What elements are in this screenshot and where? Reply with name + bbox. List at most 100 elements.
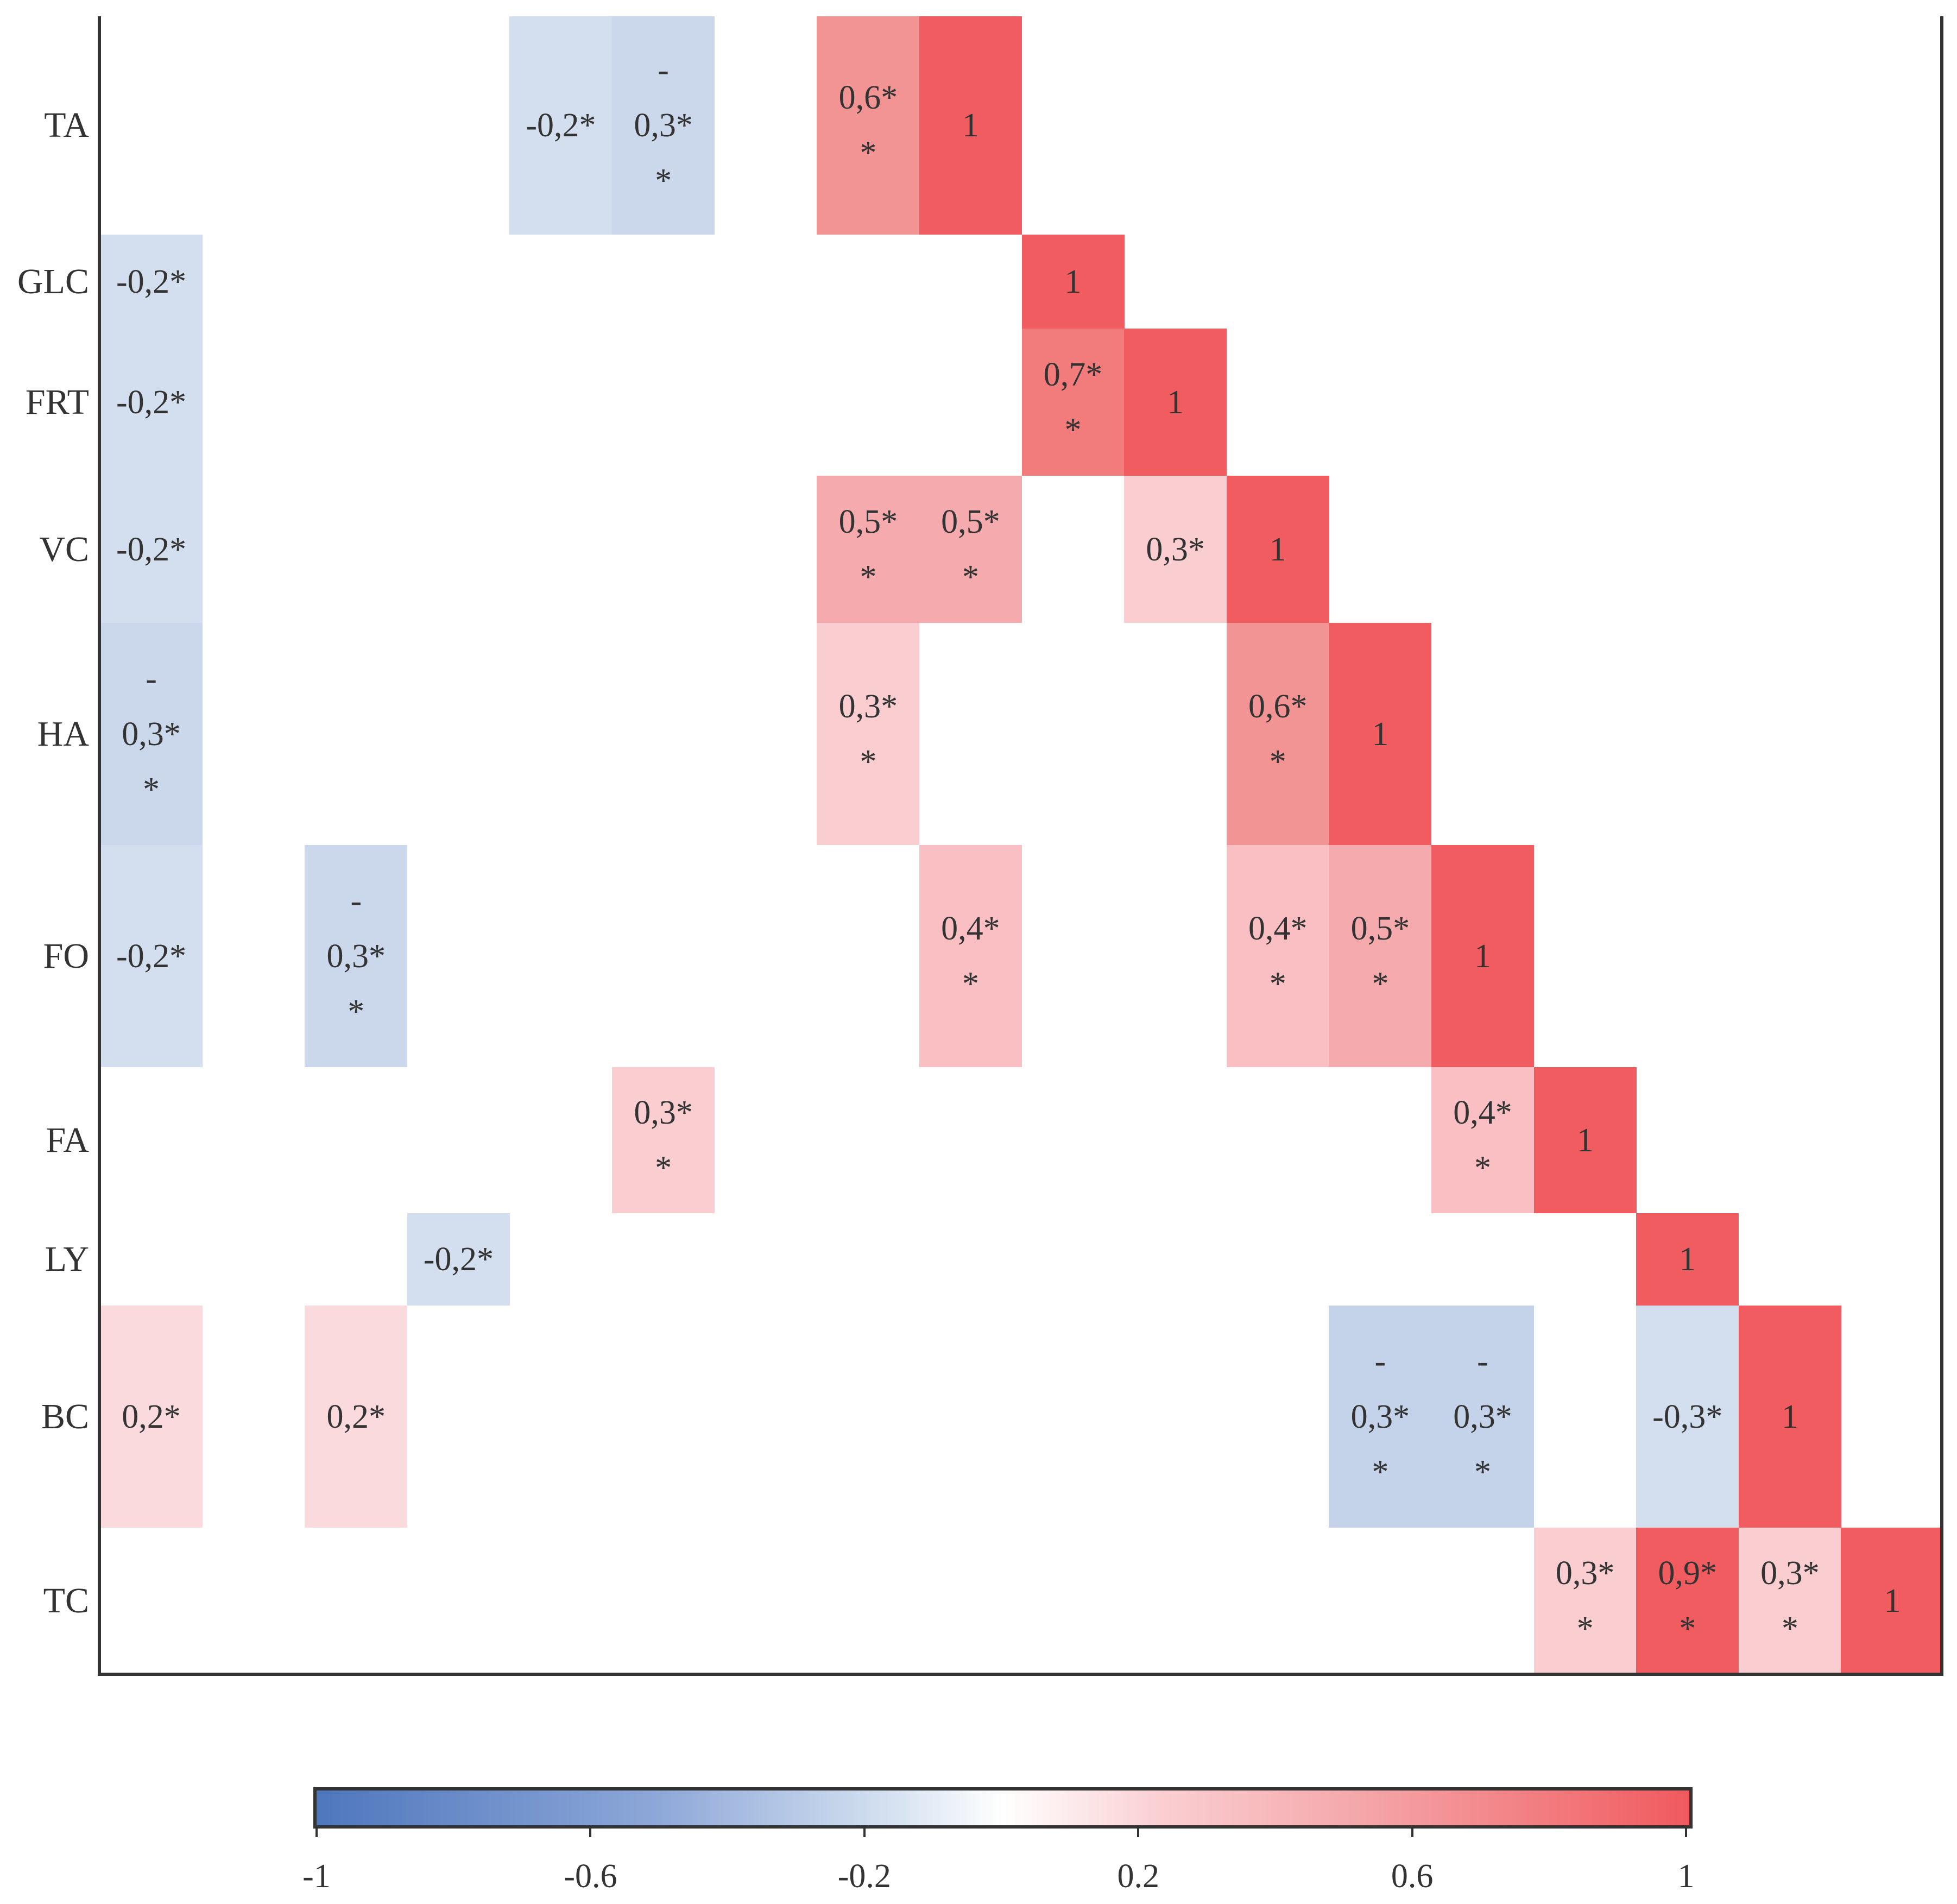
cell-value-text: 0,4* (941, 910, 1000, 947)
heatmap-cell: 0,6* * (1226, 623, 1329, 845)
cell-value-text: * (1474, 1149, 1491, 1187)
cell-value-text: 0,4* (1453, 1094, 1512, 1131)
cell-value-text: * (655, 162, 672, 199)
heatmap-cell: -0,3* (1636, 1306, 1739, 1528)
cell-value-text: 0,3* (1555, 1555, 1615, 1592)
colorbar (313, 1787, 1693, 1829)
cell-value-text: * (962, 965, 979, 1003)
heatmap-cell: 0,4* * (1226, 845, 1329, 1067)
row-label-glc: GLC (17, 261, 89, 301)
cell-value-text: * (962, 558, 979, 596)
row-label-ta: TA (44, 105, 89, 145)
colorbar-tick-mark (1411, 1825, 1413, 1837)
heatmap-cell: - 0,3* * (1431, 1306, 1535, 1528)
heatmap-cell: 0,3* (1124, 476, 1227, 623)
cell-value-text: 0,3* (1350, 1398, 1410, 1435)
heatmap-cell: 1 (1226, 476, 1329, 623)
left-axis-line (98, 16, 101, 1676)
cell-value-text: 0,7* (1043, 356, 1103, 393)
heatmap-cell: -0,2* (100, 845, 203, 1067)
heatmap-cell: 0,7* * (1021, 329, 1125, 476)
cell-value-text: 0,9* (1658, 1555, 1717, 1592)
cell-value-text: 0,3* (838, 688, 898, 725)
cell-value-text: * (655, 1149, 672, 1187)
heatmap-cell: 1 (1431, 845, 1535, 1067)
colorbar-tick-mark (315, 1825, 318, 1837)
cell-value-text: 1 (1269, 531, 1286, 568)
heatmap-cell: - 0,3* * (100, 623, 203, 845)
cell-value-text: * (860, 135, 877, 172)
cell-value-text: * (1372, 965, 1389, 1003)
heatmap-plot-area: -0,2* -0,3* * 0,6* * 1 -0,2* 1 -0,2* 0,7* * 1 -0,2* 0… (100, 16, 1944, 1674)
row-label-tc: TC (43, 1581, 89, 1621)
cell-value-text: 1 (1781, 1398, 1798, 1435)
heatmap-cell: 1 (1738, 1306, 1841, 1528)
cell-value-text: 1 (1576, 1121, 1594, 1159)
cell-value-text: 0,2* (122, 1398, 181, 1435)
cell-value-text: -0,2* (116, 263, 187, 300)
heatmap-cell: 0,3* * (612, 1067, 715, 1213)
heatmap-cell: -0,2* (509, 16, 613, 235)
heatmap-cell: 1 (1329, 623, 1432, 845)
cell-value-text: * (143, 771, 160, 808)
heatmap-cell: 0,9* * (1636, 1528, 1739, 1674)
heatmap-cell: - 0,3* * (612, 16, 715, 235)
cell-value-text: -0,2* (526, 107, 596, 144)
cell-value-text: 0,4* (1248, 910, 1308, 947)
heatmap-cell: 1 (1124, 329, 1227, 476)
cell-value-text: 0,3* (326, 937, 386, 975)
colorbar-tick-label: -0.6 (564, 1858, 617, 1895)
colorbar-tick-label: 0.2 (1117, 1858, 1159, 1895)
cell-value-text: * (1474, 1453, 1491, 1491)
cell-value-text: 1 (1167, 383, 1184, 421)
cell-value-text: 1 (1884, 1583, 1901, 1619)
heatmap-cell: 0,3* * (1533, 1528, 1637, 1674)
cell-value-text: 0,3* (1453, 1398, 1512, 1435)
cell-value-text: -0,2* (423, 1241, 494, 1278)
heatmap-cell: 1 (1021, 235, 1125, 329)
heatmap-cell: 0,6* * (817, 16, 920, 235)
cell-value-text: -0,2* (116, 383, 187, 421)
cell-value-text: 0,3* (1760, 1555, 1820, 1592)
cell-value-text: - (658, 52, 669, 89)
cell-value-text: * (348, 993, 365, 1030)
cell-value-text: 1 (962, 107, 979, 144)
cell-value-text: * (1064, 411, 1082, 449)
cell-value-text: 0,3* (634, 1094, 693, 1131)
cell-value-text: 0,6* (838, 79, 898, 116)
cell-value-text: 0,5* (941, 503, 1000, 540)
cell-value-text: 0,3* (122, 715, 181, 753)
colorbar-tick-mark (1137, 1825, 1140, 1837)
row-label-frt: FRT (25, 382, 89, 422)
row-label-bc: BC (41, 1396, 89, 1436)
cell-value-text: * (1679, 1610, 1696, 1647)
heatmap-cell: 0,3* * (817, 623, 920, 845)
heatmap-cell: 1 (1841, 1528, 1944, 1674)
heatmap-cell: 0,4* * (919, 845, 1022, 1067)
heatmap-cell: - 0,3* * (305, 845, 408, 1067)
cell-value-text: 1 (1679, 1241, 1696, 1278)
heatmap-cell: 1 (919, 16, 1022, 235)
heatmap-cell: - 0,3* * (1329, 1306, 1432, 1528)
cell-value-text: -0,2* (116, 531, 187, 568)
colorbar-tick-label: -0.2 (837, 1858, 891, 1895)
heatmap-cell: 0,5* * (817, 476, 920, 623)
cell-value-text: 0,5* (1350, 910, 1410, 947)
cell-value-text: * (860, 558, 877, 596)
cell-value-text: * (860, 743, 877, 780)
cell-value-text: 0,6* (1248, 688, 1308, 725)
row-label-fo: FO (43, 936, 89, 976)
colorbar-tick-label: -1 (302, 1858, 331, 1895)
cell-value-text: - (146, 660, 157, 697)
cell-value-text: 0,2* (326, 1398, 386, 1435)
colorbar-tick-mark (863, 1825, 866, 1837)
heatmap-cell: -0,2* (100, 476, 203, 623)
heatmap-cell: -0,2* (407, 1213, 510, 1306)
cell-value-text: * (1781, 1610, 1798, 1647)
heatmap-cell: 0,4* * (1431, 1067, 1535, 1213)
cell-value-text: 0,3* (1146, 531, 1205, 568)
cell-value-text: 1 (1372, 715, 1389, 753)
heatmap-cell: 0,2* (305, 1306, 408, 1528)
bottom-axis-line (98, 1673, 1943, 1676)
